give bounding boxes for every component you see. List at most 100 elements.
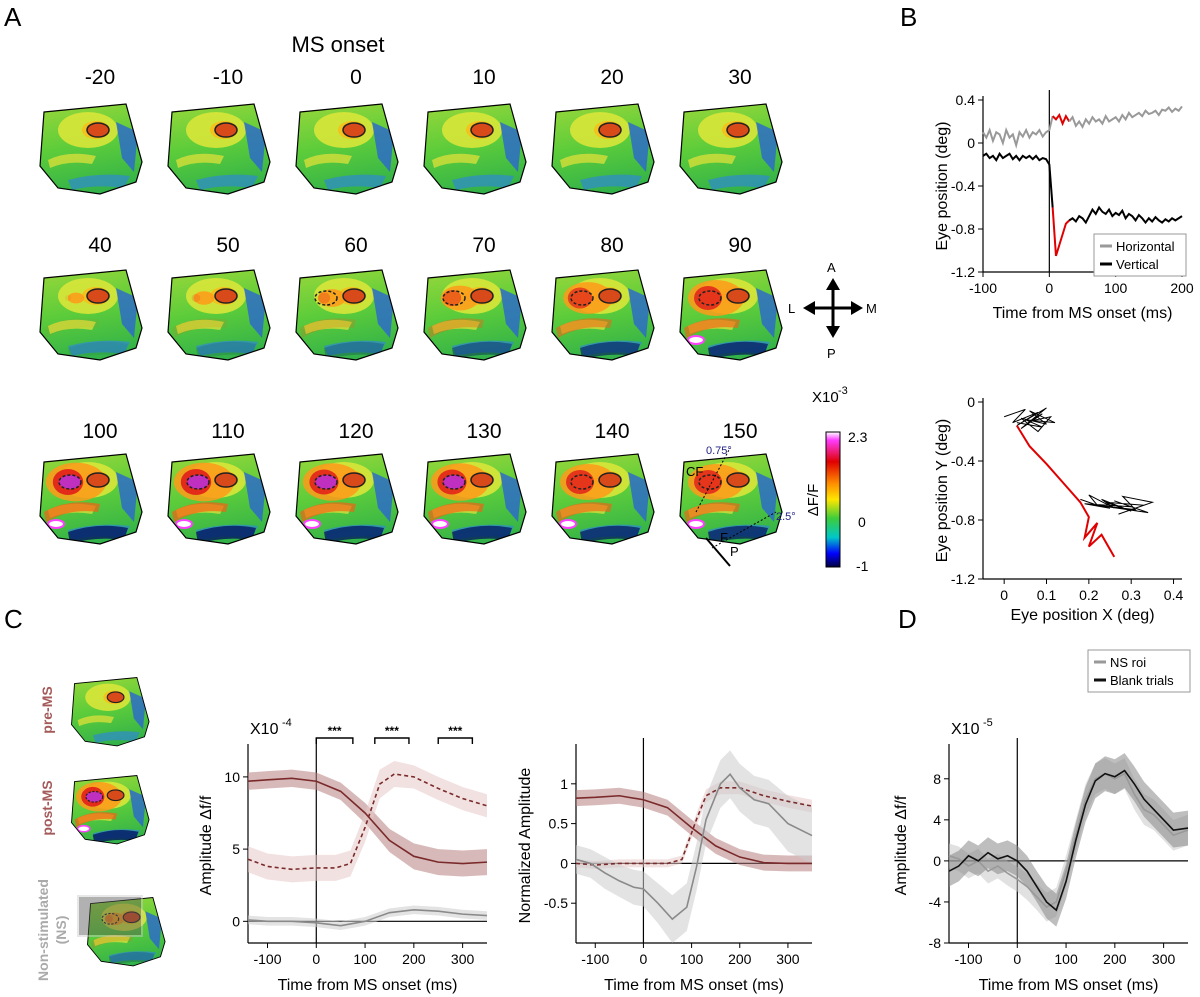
brain-frame xyxy=(551,269,655,361)
error-band xyxy=(949,758,1188,922)
thumb-post-ms xyxy=(71,775,150,845)
x-axis-label: Time from MS onset (ms) xyxy=(979,977,1159,994)
x-axis-label: Time from MS onset (ms) xyxy=(993,305,1173,322)
significance-bracket xyxy=(374,737,410,744)
frame-time-label: 80 xyxy=(600,234,623,257)
frame-time-label: 150 xyxy=(722,420,757,443)
y-axis-label: Eye position (deg) xyxy=(934,122,951,251)
y-tick-label: -0.4 xyxy=(951,178,975,194)
x-tick-label: 200 xyxy=(402,951,426,967)
significance-mark: *** xyxy=(328,724,342,738)
brain-frame xyxy=(679,269,783,361)
brain-frame xyxy=(679,453,783,545)
panel-label-c: C xyxy=(4,604,23,634)
colorbar-tick-zero: 0 xyxy=(858,514,866,530)
x-tick-label: -100 xyxy=(969,280,997,296)
x-tick-label: -100 xyxy=(253,951,281,967)
series-line-saccade xyxy=(1016,425,1116,558)
compass-a: A xyxy=(827,260,836,275)
frame-time-label: 40 xyxy=(88,234,111,257)
row-label-ns: Non-stimulated xyxy=(35,879,51,981)
row-label-ns-abbrev: (NS) xyxy=(53,916,69,945)
chart-normalized-amplitude: -100 0 100 200 300 1 0.5 0 -0.5 Time from MS onse… xyxy=(517,738,813,994)
brain-frame xyxy=(39,453,143,545)
frame-time-label: -20 xyxy=(85,66,115,89)
series-line-post xyxy=(1080,494,1155,515)
colorbar-tick-max: 2.3 xyxy=(848,429,868,445)
x-tick-label: 0 xyxy=(1013,951,1021,967)
chart-eye-position-time: -100 0 100 200 0.4 0 -0.4 -0.8 -1.2 Time from MS … xyxy=(934,90,1194,322)
y-tick-label: -0.8 xyxy=(951,512,975,528)
brain-frame xyxy=(551,103,655,195)
frame-time-label: 70 xyxy=(472,234,495,257)
significance-bracket xyxy=(437,737,474,744)
y-tick-label: -4 xyxy=(929,894,942,910)
panel-label-d: D xyxy=(898,604,917,634)
exponent: -4 xyxy=(282,717,292,729)
brain-frame xyxy=(423,269,527,361)
y-tick-label: -1.2 xyxy=(951,571,975,587)
brain-frame xyxy=(295,103,399,195)
colorbar-tick-min: -1 xyxy=(856,558,869,574)
series-line-saccade xyxy=(1051,207,1070,257)
thumb-pre-ms xyxy=(71,677,150,747)
panel-c-thumbnails xyxy=(71,677,166,967)
y-tick-label: 0 xyxy=(560,855,568,871)
frame-time-label: -10 xyxy=(213,66,243,89)
brain-frame xyxy=(39,103,143,195)
exponent-prefix: X10 xyxy=(250,721,279,738)
compass-m: M xyxy=(866,301,877,316)
brain-frame xyxy=(167,453,271,545)
thumb-ns xyxy=(87,897,166,967)
x-tick-label: 300 xyxy=(776,951,800,967)
f-label: F xyxy=(720,530,728,545)
error-band xyxy=(248,905,487,930)
cf-label: CF xyxy=(686,464,703,479)
y-tick-label: 10 xyxy=(224,769,240,785)
series-line-horizontal xyxy=(1068,105,1183,130)
chart-eye-position-xy: 0 0.1 0.2 0.3 0.4 0 -0.4 -0.8 -1.2 Eye position X… xyxy=(934,394,1183,624)
frame-grid: -20 -10 0 10 20 30 40 50 60 70 80 90 100 110 120 130 140… xyxy=(39,66,783,567)
x-tick-label: 0.2 xyxy=(1079,587,1099,603)
y-axis-label: Amplitude Δf/f xyxy=(198,795,215,895)
x-tick-label: 0 xyxy=(1000,587,1008,603)
frame-time-label: 120 xyxy=(338,420,373,443)
y-tick-label: 8 xyxy=(933,771,941,787)
significance-mark: *** xyxy=(385,724,399,738)
frame-time-label: 20 xyxy=(600,66,623,89)
legend-label: NS roi xyxy=(1110,655,1146,670)
ms-onset-title: MS onset xyxy=(292,32,385,57)
series-line-horizontal xyxy=(982,115,1054,149)
x-tick-label: 0.3 xyxy=(1121,587,1141,603)
series-line-vertical xyxy=(1068,205,1183,225)
x-tick-label: -100 xyxy=(581,951,609,967)
p-label: P xyxy=(730,544,739,559)
x-tick-label: 100 xyxy=(1104,280,1128,296)
fp-arrow xyxy=(705,537,731,567)
chart-amplitude: -100 0 100 200 300 0 5 10 Time from MS onset (ms… xyxy=(198,717,488,994)
error-band xyxy=(949,753,1188,927)
y-tick-label: -0.5 xyxy=(544,895,568,911)
series-line-saccade xyxy=(1051,113,1071,127)
x-tick-label: 0.4 xyxy=(1164,587,1184,603)
x-tick-label: -100 xyxy=(954,951,982,967)
series-line-ns-roi xyxy=(948,772,1189,909)
x-tick-label: 100 xyxy=(1054,951,1078,967)
series-line-ns xyxy=(247,908,488,927)
y-tick-label: 0.5 xyxy=(549,816,569,832)
series-line-pre xyxy=(1004,407,1056,433)
exponent: -5 xyxy=(983,717,993,729)
ns-roi-box xyxy=(77,895,143,937)
cf-line xyxy=(695,447,731,513)
error-band xyxy=(576,750,812,943)
x-tick-label: 200 xyxy=(1170,280,1194,296)
y-tick-label: 5 xyxy=(232,841,240,857)
frame-time-label: 10 xyxy=(472,66,495,89)
colorbar xyxy=(825,431,841,568)
chart-blank-trials: -100 0 100 200 300 8 4 0 -4 -8 Time from MS onset … xyxy=(893,649,1191,994)
y-tick-label: -0.4 xyxy=(951,453,975,469)
brain-frame xyxy=(39,269,143,361)
brain-frame xyxy=(167,103,271,195)
brain-frame xyxy=(423,103,527,195)
